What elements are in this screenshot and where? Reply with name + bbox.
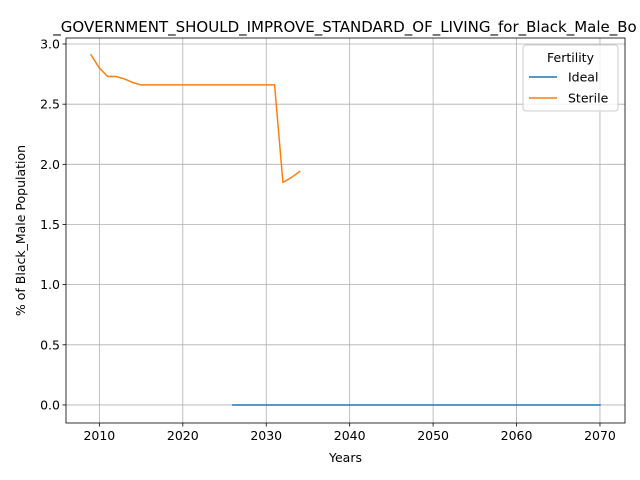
x-tick-label: 2030 — [250, 428, 282, 443]
x-axis-ticks: 2010 2020 2030 2040 2050 2060 2070 — [83, 423, 616, 443]
x-tick-label: 2060 — [501, 428, 533, 443]
y-tick-label: 3.0 — [40, 37, 60, 52]
legend-box — [522, 44, 619, 112]
legend-label-ideal: Ideal — [568, 70, 598, 85]
y-axis-ticks: 0.0 0.5 1.0 1.5 2.0 2.5 3.0 — [40, 37, 66, 412]
y-axis-label: % of Black_Male Population — [13, 145, 28, 316]
x-axis-label: Years — [328, 450, 362, 465]
series-line-sterile — [89, 53, 301, 184]
y-tick-label: 2.0 — [40, 157, 60, 172]
series-lines — [89, 53, 601, 406]
y-tick-label: 0.0 — [40, 397, 60, 412]
y-tick-label: 2.5 — [40, 97, 60, 112]
x-tick-label: 2050 — [417, 428, 449, 443]
x-tick-label: 2040 — [334, 428, 366, 443]
x-tick-label: 2010 — [83, 428, 115, 443]
chart-title: _GOVERNMENT_SHOULD_IMPROVE_STANDARD_OF_L… — [52, 18, 636, 37]
legend-title: Fertility — [547, 50, 595, 65]
y-tick-label: 0.5 — [40, 337, 60, 352]
x-tick-label: 2070 — [584, 428, 616, 443]
y-tick-label: 1.5 — [40, 217, 60, 232]
y-tick-label: 1.0 — [40, 277, 60, 292]
x-tick-label: 2020 — [167, 428, 199, 443]
legend-label-sterile: Sterile — [568, 91, 609, 106]
plot-frame — [65, 37, 626, 424]
legend: Fertility Ideal Sterile — [522, 44, 619, 112]
